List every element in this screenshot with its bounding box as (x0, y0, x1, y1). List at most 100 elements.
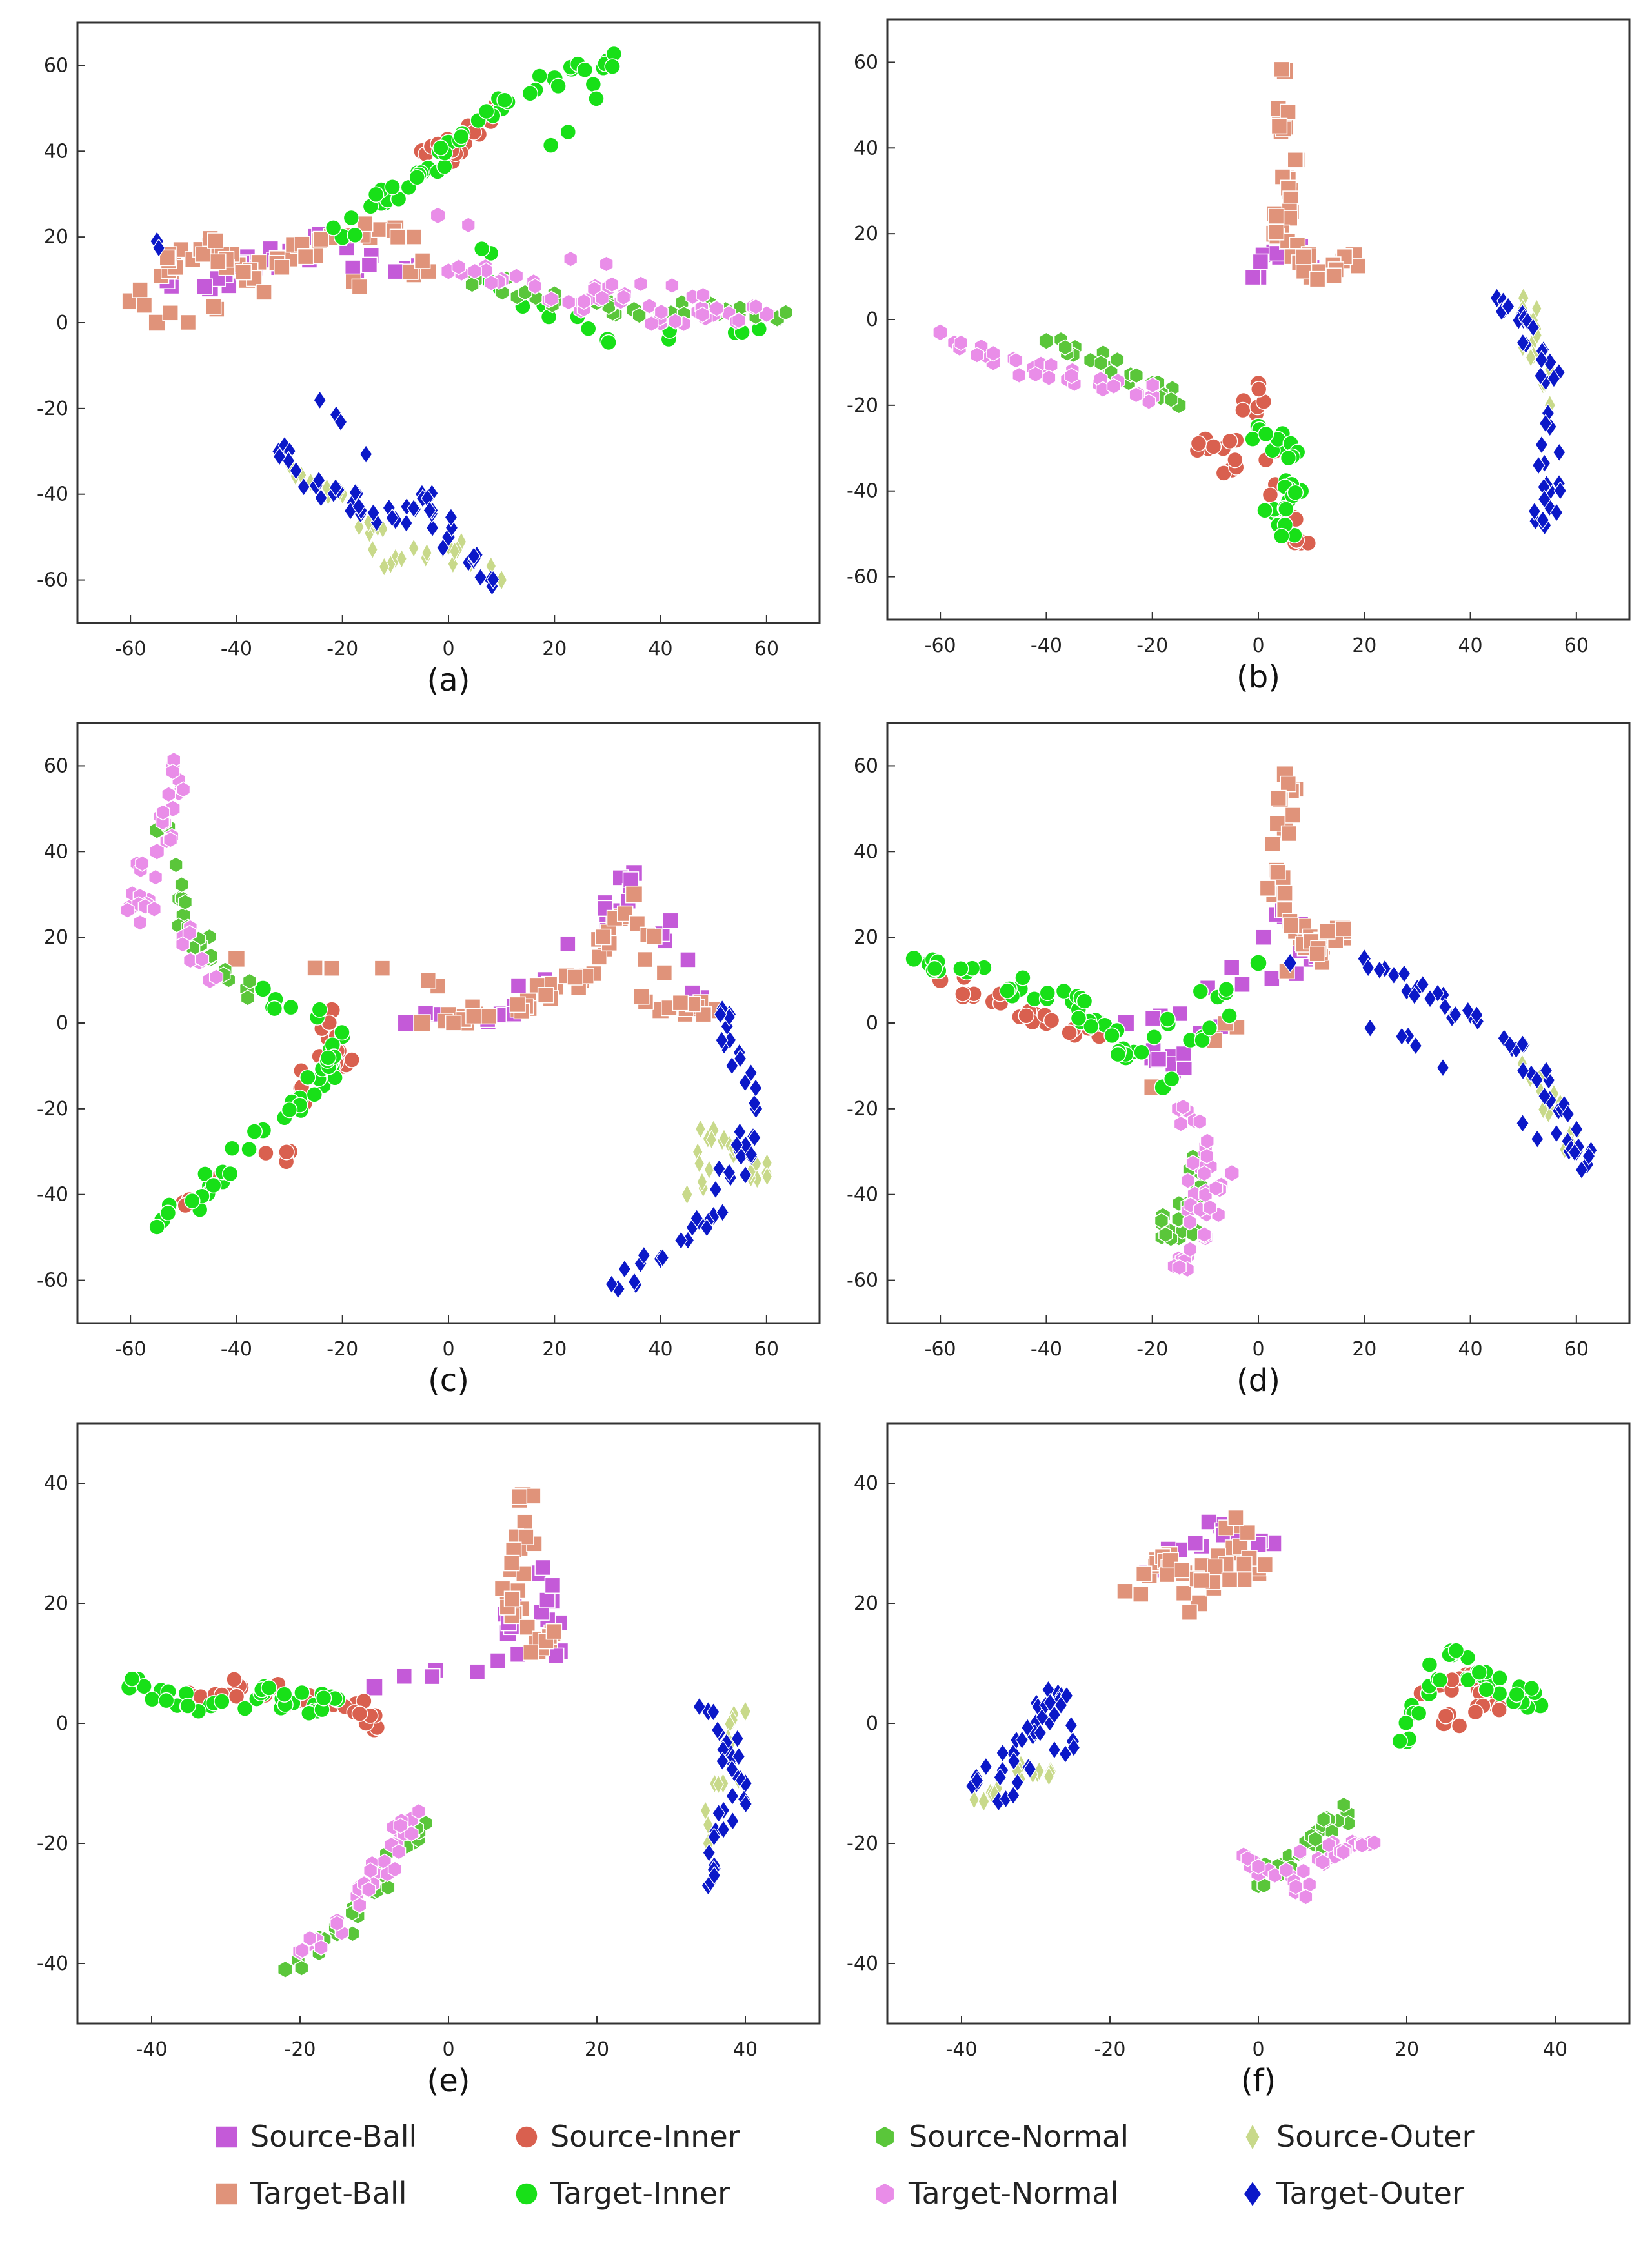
target-inner-point (281, 1101, 298, 1119)
legend-label: Target-Outer (1276, 2176, 1464, 2211)
target-outer-point (1526, 318, 1540, 338)
source-outer-point (681, 1183, 693, 1206)
target-inner-point (1218, 981, 1235, 998)
target-outer-point (1569, 1119, 1584, 1139)
x-tick-label: -40 (221, 1338, 252, 1361)
target-inner-point (1287, 484, 1304, 501)
source-normal-point (168, 857, 183, 873)
source-inner-point (1467, 1703, 1484, 1721)
target-ball-point (414, 252, 431, 269)
target-outer-point (732, 1747, 746, 1767)
x-tick-label: 20 (542, 1338, 567, 1361)
target-inner-point (283, 999, 299, 1016)
source-normal-point (1158, 1226, 1173, 1243)
legend-marker (874, 2182, 895, 2206)
source-outer-point (378, 556, 390, 577)
target-inner-point (179, 1698, 196, 1714)
target-ball-point (1335, 920, 1352, 937)
target-normal-point (696, 287, 710, 304)
target-normal-point (208, 969, 224, 986)
target-normal-point (1367, 1834, 1382, 1851)
source-ball-point (1244, 269, 1262, 286)
target-outer-point (1549, 503, 1564, 522)
legend-item-source-ball: Source-Ball (213, 2111, 417, 2162)
panel-b: -60 -40 -20 0 20 40 60 -60 -40 -20 0 20 40 60 (b) (847, 18, 1631, 695)
target-outer-point (359, 444, 373, 464)
target-outer-point (627, 1272, 641, 1292)
target-normal-point (363, 1862, 378, 1879)
target-normal-point (163, 831, 178, 848)
legend-item-target-ball: Target-Ball (213, 2167, 407, 2219)
x-tick-label: -20 (327, 638, 358, 660)
target-outer-point (334, 412, 348, 432)
target-normal-point (393, 1817, 408, 1834)
target-inner-point (1192, 983, 1209, 1000)
y-tick-label: -20 (37, 1098, 68, 1120)
source-inner-point (1222, 432, 1238, 450)
target-ball-point (1175, 1585, 1193, 1602)
source-normal-point (277, 1960, 294, 1979)
target-normal-point (165, 763, 180, 780)
target-inner-point (1082, 1018, 1100, 1035)
target-inner-point (1133, 1044, 1150, 1061)
target-normal-point (969, 347, 985, 363)
target-inner-point (1273, 527, 1290, 545)
target-normal-point (467, 263, 482, 280)
target-normal-point (461, 216, 476, 234)
legend-item-target-normal: Target-Normal (871, 2167, 1118, 2219)
source-normal-point (294, 1960, 309, 1977)
legend-label: Target-Inner (550, 2176, 730, 2211)
target-normal-point (695, 306, 710, 323)
source-outer-point (694, 1153, 705, 1174)
source-ball-point (196, 278, 213, 295)
source-ball-point (1255, 929, 1272, 946)
target-ball-point (537, 987, 554, 1004)
target-inner-point (246, 1123, 263, 1140)
legend-label: Source-Inner (550, 2119, 740, 2154)
target-outer-point (1536, 510, 1550, 530)
target-normal-point (709, 300, 724, 317)
points-layer (120, 1486, 753, 1979)
target-outer-point (993, 1767, 1007, 1787)
target-outer-point (702, 1843, 716, 1863)
source-ball-point (1200, 1514, 1217, 1530)
source-normal-point (1316, 1811, 1331, 1828)
source-normal-point (1163, 391, 1178, 408)
target-inner-point (1523, 1679, 1540, 1697)
source-outer-point (694, 1119, 706, 1139)
source-outer-point (969, 1789, 980, 1810)
target-outer-point (1011, 1772, 1024, 1792)
target-normal-point (1200, 1133, 1214, 1150)
target-ball-point (1280, 775, 1297, 793)
target-ball-point (195, 246, 212, 263)
source-outer-point (718, 1128, 730, 1149)
target-ball-point (413, 1014, 431, 1032)
y-tick-label: 60 (854, 755, 878, 777)
y-tick-label: 40 (44, 1472, 68, 1495)
target-normal-point (1202, 1199, 1218, 1216)
target-outer-point (1547, 369, 1561, 389)
legend-marker-hexagon-icon (874, 2182, 895, 2206)
source-inner-point (257, 1144, 274, 1162)
legend-item-target-inner: Target-Inner (513, 2167, 730, 2219)
target-inner-point (600, 334, 617, 351)
target-normal-point (1288, 1878, 1304, 1896)
target-normal-point (1043, 356, 1058, 374)
target-ball-point (629, 915, 646, 932)
source-inner-point (1262, 487, 1279, 503)
target-outer-point (1387, 965, 1401, 985)
target-ball-point (636, 951, 654, 968)
target-normal-point (1185, 1154, 1200, 1171)
panel-e: -40 -20 0 20 40 -40 -20 0 20 40 (e) (37, 1422, 821, 2099)
target-ball-point (419, 972, 437, 989)
target-outer-point (152, 238, 166, 258)
target-inner-point (1431, 1672, 1449, 1688)
x-tick-label: 20 (1352, 634, 1376, 657)
legend-marker (1245, 2124, 1260, 2151)
target-ball-point (405, 228, 423, 245)
x-tick-label: 40 (1458, 1338, 1482, 1361)
target-normal-point (314, 1939, 328, 1956)
target-normal-point (528, 278, 543, 295)
x-tick-label: -20 (1136, 1338, 1168, 1361)
target-ball-point (1309, 270, 1326, 288)
